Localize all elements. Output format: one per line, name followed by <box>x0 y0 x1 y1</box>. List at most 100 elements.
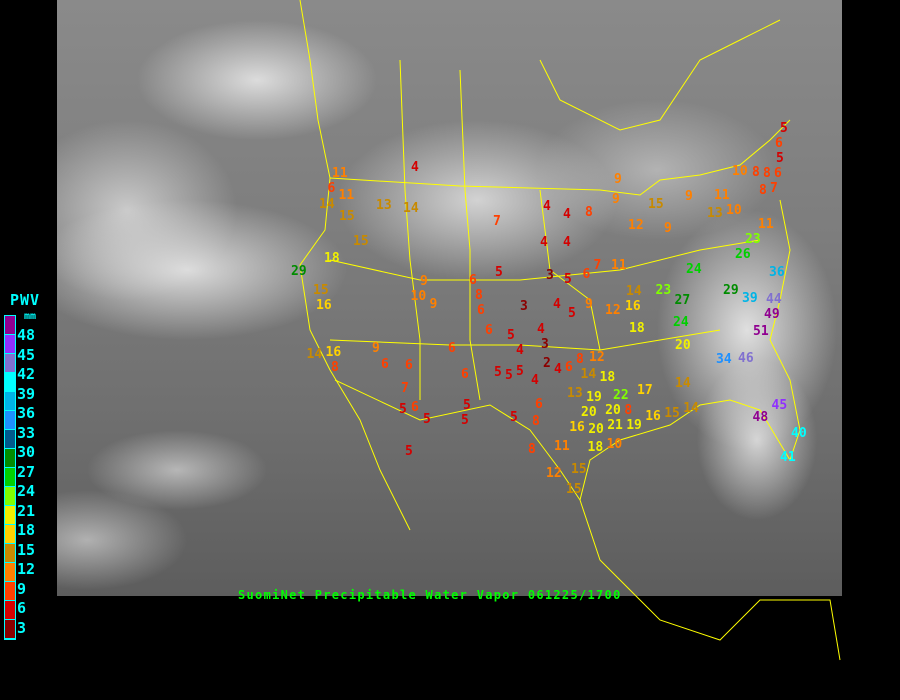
station-pwv-value: 15 <box>566 482 582 497</box>
station-pwv-value: 12 <box>605 303 621 318</box>
station-pwv-value: 4 <box>411 160 419 175</box>
station-pwv-value: 48 <box>752 410 769 425</box>
station-pwv-value: 9 <box>420 274 428 289</box>
station-pwv-value: 44 <box>766 292 782 307</box>
station-pwv-value: 14 <box>403 201 419 216</box>
legend-swatch <box>5 335 15 354</box>
legend-swatch <box>5 373 15 392</box>
station-pwv-value: 16 <box>625 299 641 314</box>
state-lines <box>329 239 761 281</box>
station-pwv-value: 5 <box>568 306 576 321</box>
station-pwv-value: 6 <box>535 397 543 412</box>
station-pwv-value: 5 <box>507 327 515 343</box>
station-pwv-value: 19 <box>586 389 602 405</box>
satellite-image <box>57 0 842 596</box>
legend-title: PWV <box>10 291 41 309</box>
station-pwv-value: 49 <box>764 307 780 322</box>
canada-east <box>539 19 781 131</box>
station-pwv-value: 10 <box>726 202 742 218</box>
station-pwv-value: 4 <box>516 342 524 358</box>
station-pwv-value: 15 <box>339 209 355 224</box>
legend-swatch <box>5 582 15 601</box>
station-pwv-value: 6 <box>381 357 389 372</box>
legend-swatch <box>5 525 15 544</box>
station-pwv-value: 20 <box>581 404 597 420</box>
station-pwv-value: 16 <box>569 419 585 435</box>
station-pwv-value: 12 <box>589 350 605 365</box>
station-pwv-value: 51 <box>753 324 769 339</box>
station-pwv-value: 10 <box>410 289 427 304</box>
state-lines <box>399 59 421 400</box>
station-pwv-value: 29 <box>291 264 307 279</box>
legend-label: 45 <box>17 345 36 364</box>
station-pwv-value: 8 <box>763 166 771 182</box>
state-lines <box>329 329 721 351</box>
station-pwv-value: 4 <box>563 235 571 250</box>
station-pwv-value: 19 <box>626 418 642 434</box>
station-pwv-value: 21 <box>607 418 623 434</box>
us-mexico-border <box>334 379 581 501</box>
station-pwv-value: 3 <box>541 337 549 352</box>
station-pwv-value: 15 <box>353 234 369 249</box>
station-pwv-value: 13 <box>567 386 583 401</box>
station-pwv-value: 11 <box>714 187 730 203</box>
station-pwv-value: 8 <box>532 414 540 429</box>
station-pwv-value: 18 <box>587 440 604 456</box>
station-pwv-value: 34 <box>716 352 732 367</box>
legend-swatch <box>5 354 15 373</box>
station-pwv-value: 4 <box>563 207 571 222</box>
station-pwv-value: 14 <box>306 347 323 362</box>
station-pwv-value: 36 <box>769 265 785 280</box>
station-pwv-value: 6 <box>327 181 336 196</box>
station-pwv-value: 5 <box>516 364 524 379</box>
legend-label: 6 <box>17 599 27 617</box>
legend-swatch <box>5 620 15 639</box>
legend-swatch <box>5 468 15 487</box>
legend-swatch <box>5 487 15 506</box>
station-pwv-value: 14 <box>580 366 597 382</box>
station-pwv-value: 10 <box>606 436 623 452</box>
station-pwv-value: 27 <box>674 293 691 308</box>
legend-swatch <box>5 316 15 335</box>
station-pwv-value: 41 <box>780 450 796 465</box>
legend-label: 15 <box>17 540 36 559</box>
station-pwv-value: 6 <box>775 136 783 152</box>
station-pwv-value: 20 <box>588 421 604 437</box>
station-pwv-value: 24 <box>686 262 702 277</box>
station-pwv-value: 12 <box>546 466 562 481</box>
station-pwv-value: 12 <box>628 218 644 233</box>
station-pwv-value: 5 <box>505 368 513 383</box>
legend-swatch <box>5 411 15 430</box>
station-pwv-value: 14 <box>683 401 699 416</box>
legend-label: 12 <box>17 560 36 578</box>
legend-label: 24 <box>17 482 36 500</box>
station-pwv-value: 18 <box>599 370 616 385</box>
station-pwv-value: 6 <box>411 400 419 415</box>
legend-label: 27 <box>17 462 36 481</box>
station-pwv-value: 8 <box>759 182 767 198</box>
station-pwv-value: 3 <box>546 268 554 283</box>
state-lines <box>459 69 481 401</box>
station-pwv-value: 8 <box>752 165 760 180</box>
color-scale-bar <box>4 315 16 640</box>
station-pwv-value: 13 <box>707 206 723 221</box>
station-pwv-value: 9 <box>685 189 693 204</box>
station-pwv-value: 16 <box>645 409 661 424</box>
station-pwv-value: 4 <box>540 235 548 250</box>
station-pwv-value: 39 <box>742 291 758 306</box>
station-pwv-value: 10 <box>732 164 748 179</box>
station-pwv-value: 7 <box>770 181 778 197</box>
station-pwv-value: 15 <box>571 462 587 477</box>
station-pwv-value: 8 <box>624 403 633 419</box>
station-pwv-value: 15 <box>313 282 329 298</box>
legend-label: 33 <box>17 423 36 442</box>
legend-swatch <box>5 449 15 468</box>
us-canada-border <box>329 119 791 196</box>
station-pwv-value: 23 <box>655 283 672 298</box>
station-pwv-value: 6 <box>582 267 591 282</box>
station-pwv-value: 9 <box>585 297 593 312</box>
station-pwv-value: 8 <box>576 351 584 367</box>
station-pwv-value: 5 <box>510 410 518 425</box>
station-pwv-value: 16 <box>325 344 342 360</box>
station-pwv-value: 5 <box>564 272 572 287</box>
